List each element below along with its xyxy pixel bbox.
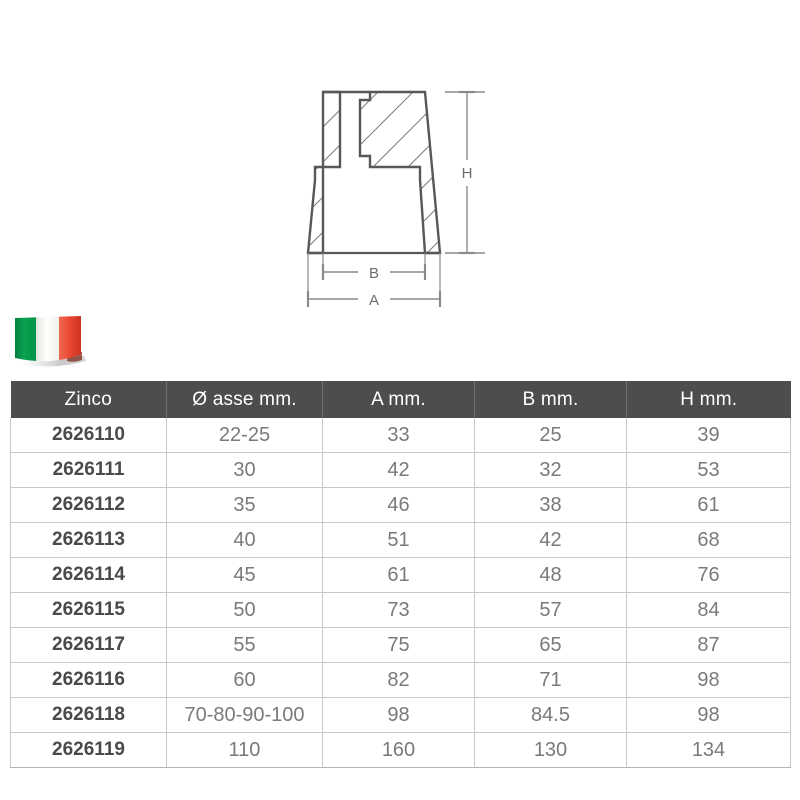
cell-a: 61 — [322, 557, 475, 593]
column-header-a: A mm. — [322, 381, 475, 418]
cell-asse: 110 — [166, 732, 323, 768]
anode-cross-section-svg: H B A — [306, 90, 485, 309]
cell-h: 87 — [626, 627, 791, 663]
cell-a: 42 — [322, 452, 475, 488]
cell-asse: 22-25 — [166, 418, 323, 453]
italian-flag — [12, 314, 104, 370]
cell-b: 130 — [474, 732, 627, 768]
dimension-b — [321, 264, 427, 280]
column-header-b: B mm. — [474, 381, 627, 418]
cell-h: 76 — [626, 557, 791, 593]
cell-b: 42 — [474, 522, 627, 558]
cell-h: 98 — [626, 697, 791, 733]
cell-asse: 70-80-90-100 — [166, 697, 323, 733]
cell-a: 33 — [322, 418, 475, 453]
cell-code: 2626118 — [10, 697, 167, 733]
table-row: 2626112 35 46 38 61 — [10, 487, 791, 523]
cell-code: 2626119 — [10, 732, 167, 768]
cell-code: 2626110 — [10, 418, 167, 453]
cell-b: 65 — [474, 627, 627, 663]
cell-h: 53 — [626, 452, 791, 488]
dimension-b-label: B — [369, 265, 379, 282]
cell-b: 48 — [474, 557, 627, 593]
cell-asse: 55 — [166, 627, 323, 663]
table-row: 2626111 30 42 32 53 — [10, 452, 791, 488]
left-wall-outline — [306, 90, 342, 255]
table-row: 2626113 40 51 42 68 — [10, 522, 791, 558]
flag-band-white — [36, 316, 59, 362]
cell-h: 39 — [626, 418, 791, 453]
cell-h: 84 — [626, 592, 791, 628]
cell-a: 51 — [322, 522, 475, 558]
cell-code: 2626111 — [10, 452, 167, 488]
cell-h: 134 — [626, 732, 791, 768]
flag-band-green — [15, 316, 37, 362]
cell-h: 68 — [626, 522, 791, 558]
cell-a: 73 — [322, 592, 475, 628]
technical-drawing: H B A — [0, 0, 800, 310]
table-row: 2626119 110 160 130 134 — [10, 732, 791, 768]
dimension-h — [445, 90, 485, 255]
column-header-h: H mm. — [626, 381, 791, 418]
cell-asse: 60 — [166, 662, 323, 698]
dimension-h-label: H — [462, 165, 473, 182]
table-row: 2626117 55 75 65 87 — [10, 627, 791, 663]
right-wall-outline — [358, 90, 442, 255]
cell-code: 2626113 — [10, 522, 167, 558]
column-header-asse: Ø asse mm. — [166, 381, 323, 418]
cell-code: 2626114 — [10, 557, 167, 593]
cell-code: 2626117 — [10, 627, 167, 663]
flag-band-red — [59, 316, 81, 362]
cell-asse: 45 — [166, 557, 323, 593]
cell-a: 98 — [322, 697, 475, 733]
table-header: Zinco Ø asse mm. A mm. B mm. H mm. — [10, 381, 791, 418]
italian-flag-icon — [15, 316, 86, 367]
cell-asse: 40 — [166, 522, 323, 558]
cell-h: 61 — [626, 487, 791, 523]
cell-code: 2626116 — [10, 662, 167, 698]
cell-code: 2626112 — [10, 487, 167, 523]
cell-asse: 50 — [166, 592, 323, 628]
cell-b: 71 — [474, 662, 627, 698]
dimension-a-label: A — [369, 292, 379, 309]
specifications-table: Zinco Ø asse mm. A mm. B mm. H mm. 26261… — [10, 381, 791, 768]
cell-h: 98 — [626, 662, 791, 698]
table-row: 2626110 22-25 33 25 39 — [10, 418, 791, 453]
flag-bands — [15, 316, 81, 362]
cell-b: 57 — [474, 592, 627, 628]
cell-b: 84.5 — [474, 697, 627, 733]
cell-a: 46 — [322, 487, 475, 523]
table-row: 2626114 45 61 48 76 — [10, 557, 791, 593]
column-header-zinco: Zinco — [10, 381, 167, 418]
header-row: Zinco Ø asse mm. A mm. B mm. H mm. — [10, 381, 791, 418]
cell-b: 32 — [474, 452, 627, 488]
cell-b: 25 — [474, 418, 627, 453]
dimension-a — [306, 291, 442, 307]
cell-a: 82 — [322, 662, 475, 698]
cell-a: 160 — [322, 732, 475, 768]
table-row: 2626118 70-80-90-100 98 84.5 98 — [10, 697, 791, 733]
table-row: 2626116 60 82 71 98 — [10, 662, 791, 698]
table-row: 2626115 50 73 57 84 — [10, 592, 791, 628]
table-body: 2626110 22-25 33 25 39 2626111 30 42 32 53 2626112… — [10, 418, 791, 768]
cell-a: 75 — [322, 627, 475, 663]
cell-asse: 30 — [166, 452, 323, 488]
cell-b: 38 — [474, 487, 627, 523]
cell-code: 2626115 — [10, 592, 167, 628]
cell-asse: 35 — [166, 487, 323, 523]
